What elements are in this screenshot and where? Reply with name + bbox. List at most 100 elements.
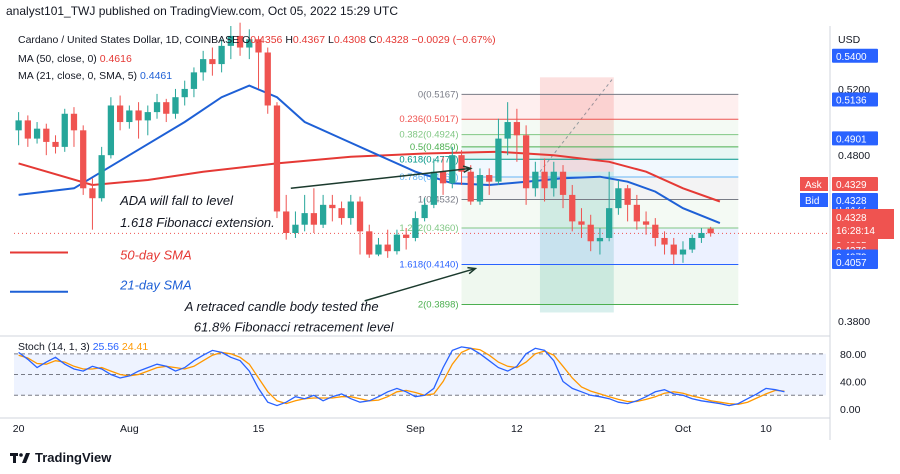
candle-body — [89, 188, 96, 199]
tradingview-logo-icon — [10, 452, 30, 464]
fib-zone — [461, 146, 739, 160]
candle-body — [61, 113, 68, 147]
fibonacci-levels: 0(0.5167) 0.236(0.5017) 0.382(0.4924)0.5(0… — [399, 89, 739, 311]
annotation-arrows — [290, 165, 478, 302]
candle-body — [476, 175, 484, 202]
candle-body — [52, 141, 59, 147]
fib-zone — [461, 94, 739, 120]
legend-symbol-row: Cardano / United States Dollar, 1D, COIN… — [18, 34, 496, 46]
candle-body — [366, 231, 373, 255]
stoch-legend: Stoch (14, 1, 3) 25.56 24.41 — [18, 341, 148, 353]
candle-body — [236, 35, 244, 48]
candle-body — [624, 188, 631, 205]
legend-ma50-row[interactable]: MA (50, close, 0) 0.4616 — [18, 53, 132, 65]
candle-body — [283, 211, 290, 233]
candle-body — [329, 204, 336, 209]
candle-body — [596, 237, 604, 242]
fib-level-label: 0.5(0.4850) — [410, 142, 459, 153]
candle-body — [707, 228, 714, 234]
candle-body — [606, 208, 613, 238]
price-badge — [832, 131, 878, 146]
time-tick-label: 12 — [511, 423, 523, 435]
candle-body — [689, 237, 696, 250]
fib-level-label: 1.272(0.4360) — [399, 223, 458, 234]
candle-body — [218, 45, 225, 65]
legend-ma21-row[interactable]: MA (21, close, 0, SMA, 5) 0.4461 — [18, 70, 172, 82]
candle-body — [642, 221, 650, 225]
candle-body — [458, 155, 465, 172]
candle-body — [310, 213, 318, 225]
candle-body — [43, 128, 50, 142]
candle-body — [80, 130, 87, 189]
stoch-k-value: 25.56 — [93, 341, 122, 353]
stoch-d-line — [18, 347, 785, 405]
annotation-text: ADA will fall to level — [119, 193, 234, 208]
annotation-text: A retraced candle body tested the — [184, 299, 379, 314]
candle-body — [264, 52, 271, 106]
ohlc-low-value: 0.4308 — [333, 34, 366, 46]
candle-body — [439, 171, 447, 184]
stoch-d-value: 24.41 — [122, 341, 148, 353]
candle-body — [33, 128, 41, 139]
candle-body — [513, 122, 521, 136]
fib-zone — [461, 199, 739, 229]
candle-body — [200, 59, 207, 73]
price-change: −0.0029 (−0.67%) — [411, 34, 496, 46]
candle-body — [541, 171, 548, 189]
fib-zone — [461, 119, 739, 135]
ma50-line — [18, 150, 721, 203]
candle-body — [559, 171, 567, 195]
fib-level-label: 0(0.5167) — [418, 89, 459, 100]
stoch-tick-label: 0.00 — [840, 404, 861, 416]
candle-body — [135, 110, 142, 121]
candle-body — [421, 204, 428, 219]
ma50-label: MA (50, close, 0) — [18, 53, 97, 65]
price-badge-text: 0.5400 — [836, 52, 867, 63]
candle-body — [116, 105, 124, 123]
ma21-line — [18, 84, 721, 225]
fib-level-label: 0.236(0.5017) — [399, 114, 458, 125]
candle-body — [107, 105, 115, 156]
fib-zone — [461, 159, 739, 178]
fib-level-label: 0.618(0.4775) — [399, 154, 458, 165]
ohlc-high-value: 0.4367 — [292, 34, 326, 46]
candle-body — [375, 244, 382, 255]
time-tick-label: 10 — [760, 423, 772, 435]
candle-body — [486, 175, 493, 182]
candle-body — [522, 135, 530, 189]
ma21-label: MA (21, close, 0, SMA, 5) — [18, 70, 138, 82]
candle-body — [652, 224, 659, 238]
bid-badge-text: 0.4328 — [836, 196, 867, 207]
publisher-line: analyst101_TWJ published on TradingView.… — [6, 4, 398, 18]
candle-body — [153, 102, 161, 113]
candle-body — [190, 72, 198, 89]
candle-body — [384, 244, 391, 252]
price-badge — [832, 254, 878, 269]
ohlc-high-label: H — [285, 34, 293, 46]
tradingview-footer[interactable]: TradingView — [10, 450, 111, 465]
annotation-text: 21-day SMA — [119, 277, 192, 292]
candle-body — [70, 113, 78, 131]
time-tick-label: Aug — [120, 423, 139, 435]
arrow-to-fib-1618-head — [467, 266, 478, 275]
candle-body — [163, 102, 170, 114]
arrow-to-fib-618-head — [462, 165, 473, 173]
candle-body — [255, 39, 262, 53]
fib-level-label: 2(0.3898) — [418, 300, 459, 311]
ohlc-close-label: C — [368, 34, 377, 46]
price-badge-text: 0.5136 — [836, 96, 867, 107]
ask-badge-text: 0.4329 — [836, 180, 867, 191]
annotation-text: 1.618 Fibonacci extension. — [120, 215, 275, 230]
candle-body — [698, 232, 705, 238]
stoch-tick-label: 80.00 — [840, 349, 866, 361]
price-badge-text: 0.4057 — [836, 258, 867, 269]
stoch-k-line — [18, 346, 785, 407]
price-tick-label: 0.4800 — [838, 150, 870, 162]
candle-body — [633, 204, 640, 222]
price-axis: USD0.54000.52000.48000.38000.54000.51360… — [800, 34, 894, 328]
candle-body — [449, 155, 456, 184]
candle-body — [504, 122, 511, 139]
stoch-tick-label: 40.00 — [840, 376, 866, 388]
candle-body — [181, 88, 188, 98]
